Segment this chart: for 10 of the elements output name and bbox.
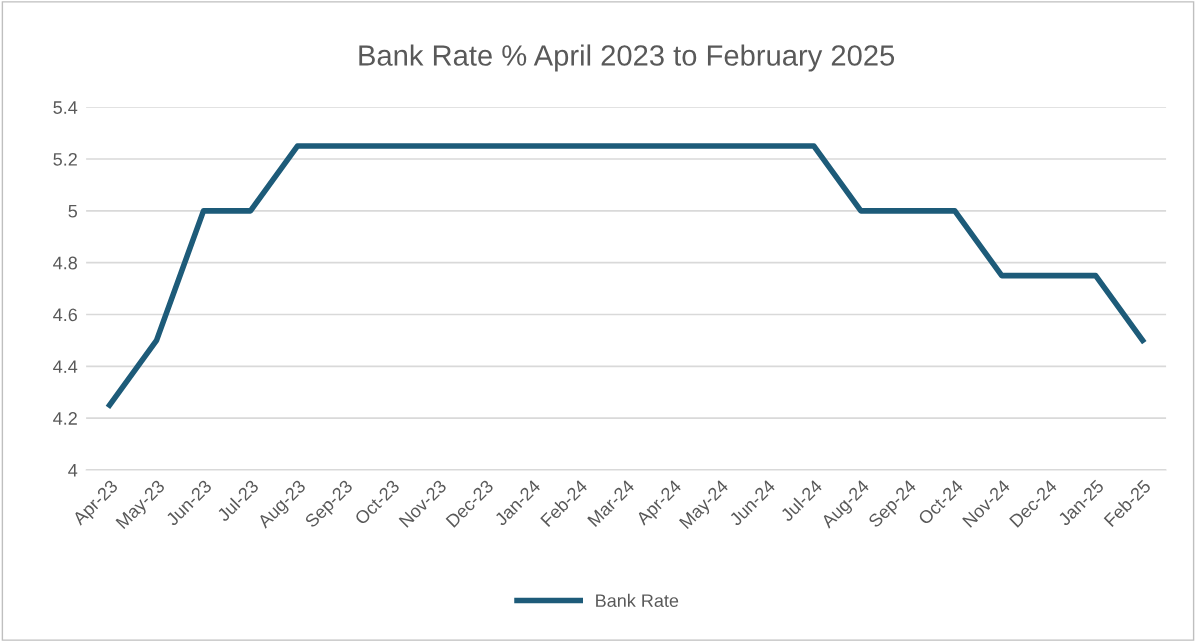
y-tick-label: 5.4: [53, 101, 78, 114]
y-tick-label: 4.6: [53, 308, 77, 322]
y-tick-label: 4.2: [53, 412, 77, 425]
y-tick-label: 5.2: [53, 152, 77, 166]
y-tick-label: 4.4: [53, 360, 78, 373]
chart-title: Bank Rate % April 2023 to February 2025: [359, 44, 895, 72]
y-tick-label: 4: [68, 464, 78, 477]
y-tick-label: 4.8: [53, 256, 77, 270]
y-tick-label: 5: [68, 204, 78, 218]
legend-label: Bank Rate: [596, 593, 679, 608]
